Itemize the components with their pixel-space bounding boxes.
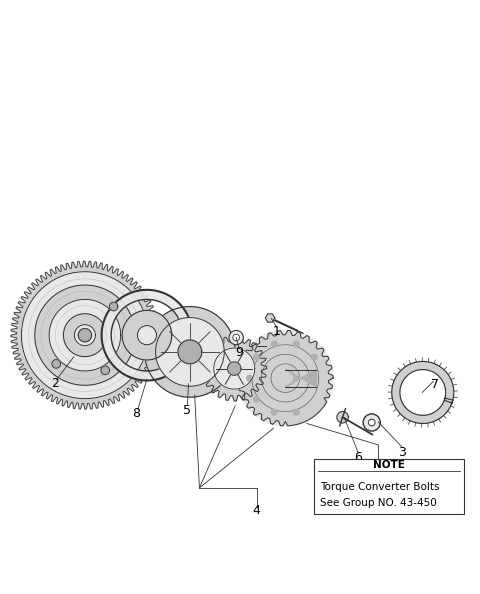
Text: 3: 3 <box>374 461 383 474</box>
Circle shape <box>233 334 240 341</box>
Polygon shape <box>337 412 348 423</box>
Text: 8: 8 <box>132 407 141 421</box>
Text: 5: 5 <box>182 403 191 416</box>
Polygon shape <box>247 375 252 381</box>
Polygon shape <box>294 341 299 347</box>
Polygon shape <box>35 285 135 386</box>
Text: 3: 3 <box>398 446 406 459</box>
Polygon shape <box>122 310 172 360</box>
Polygon shape <box>109 302 118 311</box>
Text: 2: 2 <box>51 377 59 390</box>
Polygon shape <box>214 348 255 389</box>
Polygon shape <box>178 340 202 364</box>
Polygon shape <box>271 409 277 415</box>
Text: 4: 4 <box>253 504 261 517</box>
Text: 9: 9 <box>235 346 243 359</box>
Polygon shape <box>228 362 241 375</box>
FancyBboxPatch shape <box>314 459 464 514</box>
Polygon shape <box>74 325 96 346</box>
Polygon shape <box>22 271 148 399</box>
Ellipse shape <box>137 326 156 345</box>
Text: See Group NO. 43-450: See Group NO. 43-450 <box>320 498 436 508</box>
Polygon shape <box>253 396 259 402</box>
Polygon shape <box>52 359 60 368</box>
Polygon shape <box>144 307 235 397</box>
Polygon shape <box>294 409 299 415</box>
Circle shape <box>229 330 243 345</box>
Text: 7: 7 <box>431 378 439 391</box>
Text: NOTE: NOTE <box>373 460 405 470</box>
Polygon shape <box>238 330 333 426</box>
Polygon shape <box>312 354 317 360</box>
Polygon shape <box>238 330 333 426</box>
Text: Torque Converter Bolts: Torque Converter Bolts <box>320 482 439 492</box>
Polygon shape <box>271 341 277 347</box>
Polygon shape <box>156 318 224 386</box>
Polygon shape <box>199 346 266 358</box>
Polygon shape <box>11 261 159 409</box>
Polygon shape <box>253 354 259 360</box>
Polygon shape <box>202 336 267 401</box>
Ellipse shape <box>363 414 380 431</box>
Polygon shape <box>285 369 316 387</box>
Polygon shape <box>78 328 92 342</box>
Polygon shape <box>392 361 454 424</box>
Polygon shape <box>63 314 107 356</box>
Text: 1: 1 <box>272 325 280 338</box>
Ellipse shape <box>368 419 375 426</box>
Polygon shape <box>49 299 120 371</box>
Polygon shape <box>102 290 192 381</box>
Polygon shape <box>265 314 275 322</box>
Text: 6: 6 <box>354 451 362 465</box>
Polygon shape <box>101 366 109 375</box>
